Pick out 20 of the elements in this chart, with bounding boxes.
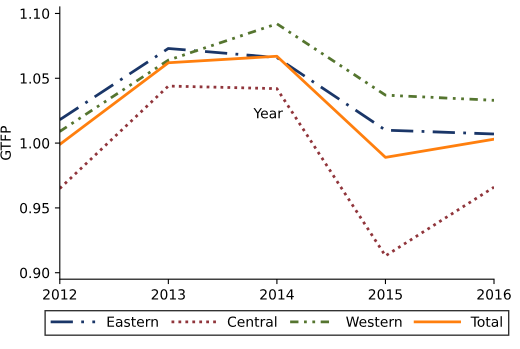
line-series — [60, 47, 494, 136]
y-tick-label: 1.10 — [20, 8, 50, 19]
x-tick-label: 2012 — [43, 289, 76, 300]
legend-label: Total — [470, 316, 502, 327]
legend-label: Western — [346, 316, 402, 327]
x-tick-label: 2014 — [260, 289, 294, 300]
line-series — [60, 84, 494, 258]
x-tick-label: 2015 — [368, 289, 402, 300]
y-tick-label: 0.95 — [20, 202, 49, 214]
y-tick-label: 1.05 — [20, 73, 49, 84]
line-series — [60, 22, 494, 133]
legend-label: Central — [228, 316, 276, 327]
x-tick-label: 2016 — [477, 289, 511, 300]
x-tick-label: 2013 — [152, 289, 185, 300]
y-tick-label: 0.90 — [20, 268, 50, 278]
y-axis-title: GTFP — [0, 126, 11, 160]
y-tick-label: 1.00 — [20, 138, 50, 149]
line-series — [60, 54, 494, 159]
x-axis-title: Year — [253, 108, 283, 118]
legend-label: Eastern — [108, 316, 158, 327]
